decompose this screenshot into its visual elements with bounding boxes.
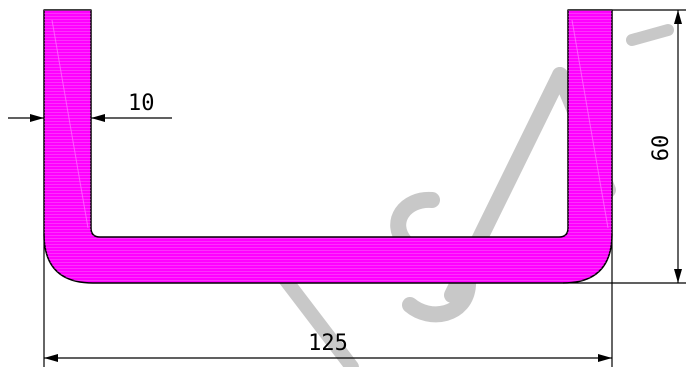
height-arrow-bottom: [674, 269, 682, 283]
dimension-thickness: [8, 114, 172, 122]
height-arrow-top: [674, 10, 682, 24]
dimension-thickness-label: 10: [128, 91, 155, 116]
dimension-width-label: 125: [308, 331, 348, 356]
dimension-height-label: 60: [649, 135, 674, 162]
thickness-arrow-right: [91, 114, 105, 122]
thickness-arrow-left: [30, 114, 44, 122]
profile-hatch: [44, 10, 612, 283]
watermark-l-stroke: [626, 24, 674, 46]
width-arrow-left: [44, 354, 58, 362]
dimension-height: [563, 9, 686, 284]
profile-shading-lines: [51, 19, 609, 229]
dimension-width: [43, 234, 613, 367]
width-arrow-right: [598, 354, 612, 362]
